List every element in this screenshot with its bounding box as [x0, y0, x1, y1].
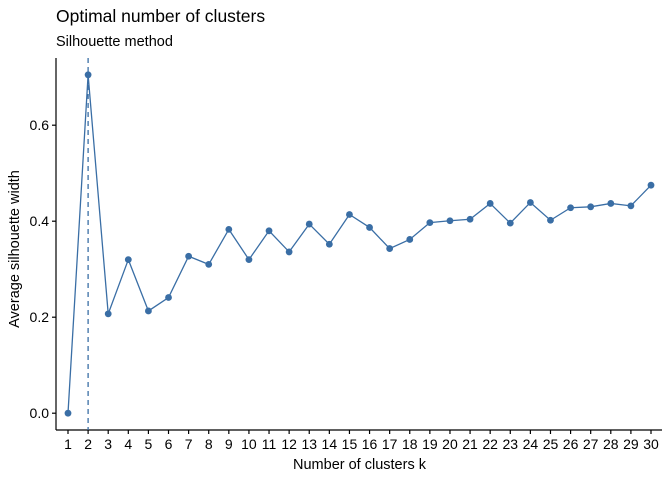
data-point — [587, 203, 595, 211]
x-tick-label: 16 — [362, 436, 378, 452]
data-point — [547, 216, 554, 224]
x-tick-label: 22 — [482, 436, 498, 452]
data-point — [225, 225, 233, 233]
x-tick-label: 27 — [583, 436, 599, 452]
x-tick-label: 18 — [402, 436, 418, 452]
data-point — [486, 200, 494, 207]
y-tick-label: 0.2 — [30, 309, 50, 325]
x-tick-label: 14 — [322, 436, 338, 452]
data-point — [607, 200, 615, 207]
y-tick-label: 0.4 — [30, 213, 50, 229]
data-point — [205, 261, 213, 268]
data-point — [426, 219, 434, 227]
data-point — [124, 256, 132, 263]
y-tick-label: 0.0 — [30, 405, 50, 421]
data-point — [406, 236, 414, 243]
x-tick-label: 11 — [262, 436, 277, 452]
data-point — [346, 211, 353, 218]
y-axis-label: Average silhouette width — [7, 170, 23, 328]
x-tick-label: 10 — [241, 436, 257, 452]
x-tick-label: 29 — [623, 436, 639, 452]
chart-title: Optimal number of clusters — [56, 6, 265, 26]
data-point — [647, 181, 655, 189]
data-point — [285, 248, 293, 256]
data-point — [64, 409, 72, 417]
x-tick-label: 28 — [603, 436, 619, 452]
x-tick-label: 17 — [382, 436, 398, 452]
data-point — [366, 224, 373, 231]
data-point — [265, 227, 273, 235]
data-point — [446, 217, 454, 225]
x-tick-label: 20 — [442, 436, 458, 452]
x-tick-label: 21 — [462, 436, 478, 452]
data-point — [185, 252, 193, 260]
x-tick-label: 8 — [205, 436, 213, 452]
x-tick-label: 1 — [64, 436, 72, 452]
x-tick-label: 30 — [643, 436, 659, 452]
data-point — [506, 219, 514, 227]
x-tick-label: 3 — [104, 436, 112, 452]
x-axis-label: Number of clusters k — [293, 457, 427, 473]
x-tick-label: 5 — [145, 436, 153, 452]
plot-area: 0.00.20.40.61 2 3 4 5 6 7 8 9 10 11 12 13 14 15 16 17 18 1… — [30, 58, 662, 452]
data-point — [84, 71, 92, 79]
x-tick-label: 2 — [84, 436, 92, 452]
x-tick-label: 26 — [563, 436, 579, 452]
data-point — [145, 307, 152, 315]
y-tick-label: 0.6 — [30, 117, 50, 133]
data-point — [386, 245, 394, 252]
data-point — [104, 310, 112, 318]
series-line — [67, 74, 652, 414]
data-point — [466, 215, 474, 223]
x-tick-label: 12 — [281, 436, 297, 452]
data-point — [526, 199, 534, 206]
data-point — [165, 294, 172, 301]
x-tick-label: 13 — [301, 436, 317, 452]
x-tick-label: 25 — [543, 436, 559, 452]
x-tick-label: 6 — [165, 436, 173, 452]
chart-subtitle: Silhouette method — [56, 34, 173, 50]
data-point — [305, 220, 313, 228]
x-tick-label: 7 — [185, 436, 193, 452]
x-tick-label: 9 — [225, 436, 233, 452]
x-tick-label: 19 — [422, 436, 438, 452]
data-point — [627, 202, 635, 210]
data-point — [245, 256, 253, 263]
x-tick-label: 15 — [342, 436, 358, 452]
data-point — [567, 204, 574, 212]
x-tick-label: 24 — [523, 436, 539, 452]
x-tick-label: 23 — [502, 436, 518, 452]
x-tick-label: 4 — [124, 436, 132, 452]
data-point — [325, 240, 333, 248]
